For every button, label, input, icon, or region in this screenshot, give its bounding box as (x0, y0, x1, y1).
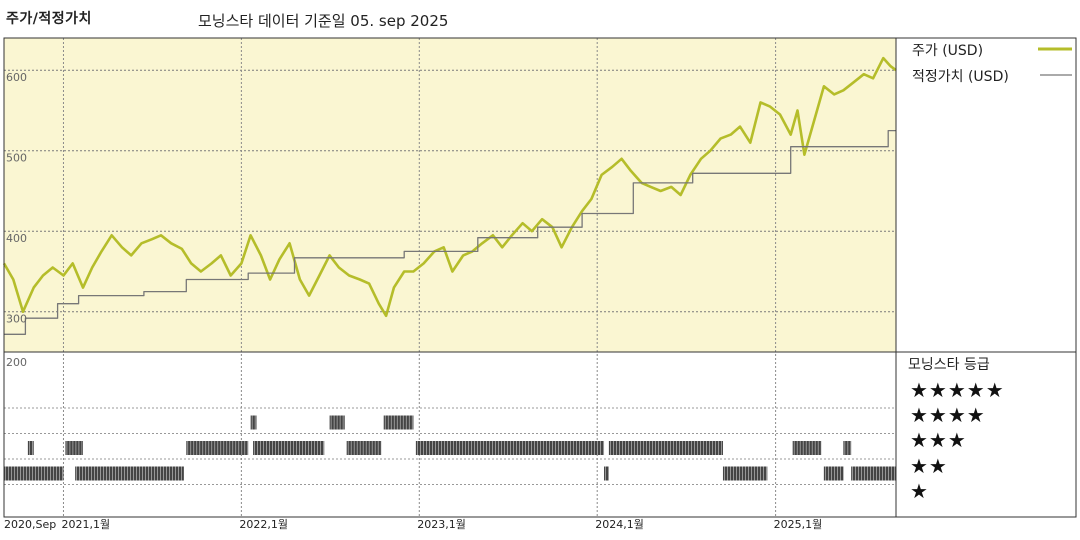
stars-3-label: ★★★ (910, 428, 967, 452)
rating-bar-3-star (792, 441, 822, 455)
x-tick-label: 2023,1월 (417, 518, 466, 531)
x-tick-label: 2021,1월 (61, 518, 110, 531)
x-tick-label: 2022,1월 (239, 518, 288, 531)
y-tick-label: 500 (6, 152, 27, 165)
rating-bar-3-star (843, 441, 852, 455)
rating-bar-3-star (253, 441, 325, 455)
rating-bar-3-star (608, 441, 723, 455)
stars-1-label: ★ (910, 479, 929, 503)
fair-value-line (4, 129, 896, 335)
rating-bar-3-star (346, 441, 382, 455)
y-tick-label: 600 (6, 71, 27, 84)
chart-title: 주가/적정가치 (6, 11, 92, 27)
series-layer (2, 56, 897, 335)
chart-frame (3, 37, 1077, 518)
data-date-label: 모닝스타 데이터 기준일 05. sep 2025 (198, 12, 449, 30)
x-tick-label: 2024,1월 (595, 518, 644, 531)
x-tick-label: 2020,Sep (4, 518, 56, 531)
legend-fair-label: 적정가치 (USD) (912, 69, 1009, 85)
grid-layer (4, 38, 896, 517)
legend-price-label: 주가 (USD) (912, 43, 984, 59)
rating-bar-3-star (415, 441, 605, 455)
stars-4-label: ★★★★ (910, 403, 986, 427)
rating-bar-2-star (823, 466, 844, 481)
rating-bar-2-star (604, 466, 609, 481)
rating-bar-3-star (27, 441, 34, 455)
rating-title: 모닝스타 등급 (908, 357, 990, 373)
price-line (2, 56, 897, 318)
legend-lines (1038, 47, 1072, 76)
rating-bar-2-star (722, 466, 768, 481)
rating-bar-3-star (65, 441, 83, 455)
axis-layer: 600 500 400 300 200 2020,Sep 2021,1월 2022,1월 202… (3, 37, 1077, 531)
y-tick-label: 400 (6, 232, 27, 245)
rating-bar-2-star (4, 466, 64, 481)
y-tick-label: 200 (6, 356, 27, 369)
y-tick-label: 300 (6, 313, 27, 326)
rating-bar-4-star (250, 415, 257, 430)
rating-layer (4, 415, 896, 481)
stars-2-label: ★★ (910, 454, 948, 478)
stars-5-label: ★★★★★ (910, 378, 1005, 402)
x-tick-label: 2025,1월 (774, 518, 823, 531)
price-panel-background (4, 38, 896, 352)
rating-bar-2-star (75, 466, 184, 481)
